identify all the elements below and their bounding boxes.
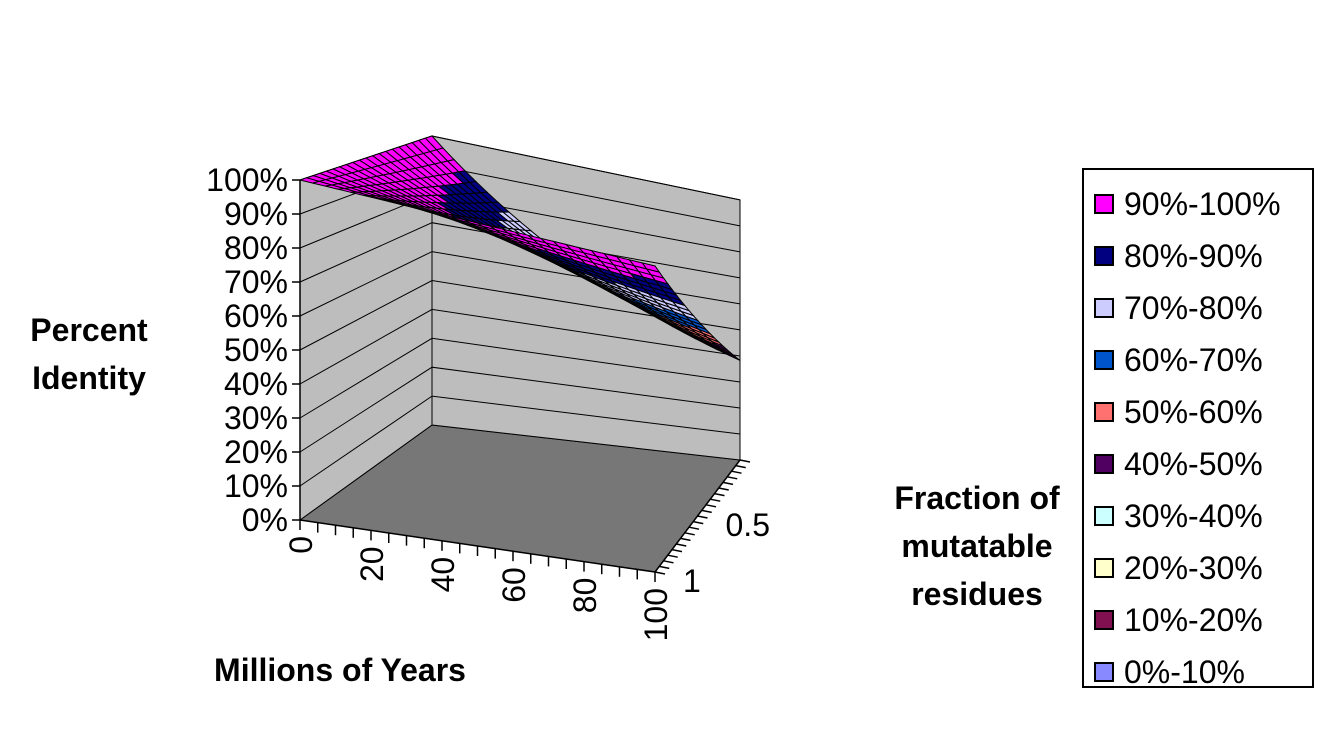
surface-mesh [298,135,741,361]
legend-swatch [1094,610,1114,630]
y-tick [718,487,729,491]
legend-label: 60%-70% [1124,341,1263,378]
x-tick-label: 20 [354,546,390,582]
y-tick-label: 0.5 [726,507,770,543]
y-tick [688,526,700,530]
x-tick-label: 40 [425,557,461,593]
y-tick [727,476,738,480]
y-tick [735,464,746,469]
gridline [299,395,741,487]
y-tick [705,504,717,508]
y-tick [714,492,725,497]
surface-cell [641,262,661,273]
legend-swatch [1094,246,1114,266]
z-tick-label: 20% [224,434,288,470]
z-tick-label: 0% [242,502,288,538]
y-tick [663,560,674,564]
gridline [299,279,741,351]
legend-entry: 60%-70% [1094,340,1263,380]
chart-walls [298,135,741,573]
x-tick-label: 60 [496,567,532,603]
y-tick [701,509,712,514]
legend-swatch [1094,298,1114,318]
z-tick-label: 100% [206,162,288,198]
x-tick-label: 0 [283,536,319,554]
gridline [299,308,741,385]
x-tick-label: 80 [567,578,603,614]
y-tick [731,470,742,474]
y-axis-title: Fraction of mutatable residues [894,480,1060,612]
y-tick [722,481,734,486]
legend: 90%-100% 80%-90% 70%-80% 60%-70% 50%-60% 40%-… [1082,168,1314,690]
legend-label: 0%-10% [1124,653,1245,690]
legend-label: 40%-50% [1124,445,1263,482]
legend-entry: 90%-100% [1094,184,1281,224]
legend-entry: 70%-80% [1094,288,1263,328]
legend-swatch [1094,558,1114,578]
legend-label: 90%-100% [1124,185,1281,222]
legend-entry: 30%-40% [1094,496,1263,536]
y-tick [659,565,670,570]
legend-swatch [1094,662,1114,682]
z-tick-label: 70% [224,264,288,300]
legend-entry: 80%-90% [1094,236,1263,276]
legend-swatch [1094,350,1114,370]
legend-entry: 40%-50% [1094,444,1263,484]
z-tick-label: 90% [224,196,288,232]
gridline [299,337,741,419]
x-axis-title: Millions of Years [214,652,466,688]
z-tick-label: 80% [224,230,288,266]
z-tick-label: 40% [224,366,288,402]
y-tick [654,571,666,575]
legend-swatch [1094,194,1114,214]
z-tick-label: 60% [224,298,288,334]
y-tick [710,498,721,502]
legend-label: 20%-30% [1124,549,1263,586]
y-tick [697,515,708,519]
legend-swatch [1094,506,1114,526]
legend-entry: 10%-20% [1094,600,1263,640]
legend-label: 80%-90% [1124,237,1263,274]
legend-entry: 0%-10% [1094,652,1245,692]
gridline [299,222,741,283]
legend-swatch [1094,402,1114,422]
gridline [299,366,741,453]
z-tick-label: 30% [224,400,288,436]
legend-label: 30%-40% [1124,497,1263,534]
x-tick-label: 100 [638,588,674,641]
legend-label: 70%-80% [1124,289,1263,326]
axes [292,179,751,582]
tick-labels: 0%10%20%30%40%50%60%70%80%90%100% 0 20 40 60… [206,162,770,641]
y-tick [676,543,687,547]
legend-label: 50%-60% [1124,393,1263,430]
z-tick-label: 50% [224,332,288,368]
y-tick [693,520,704,525]
z-axis-title: Percent Identity [30,312,148,396]
y-tick [667,554,678,558]
legend-entry: 20%-30% [1094,548,1263,588]
legend-label: 10%-20% [1124,601,1263,638]
y-tick [739,459,751,463]
legend-swatch [1094,454,1114,474]
y-tick [684,532,695,536]
y-tick [671,548,683,553]
y-tick-label: 1 [683,563,701,599]
y-tick [680,537,691,542]
legend-entry: 50%-60% [1094,392,1263,432]
z-tick-label: 10% [224,468,288,504]
